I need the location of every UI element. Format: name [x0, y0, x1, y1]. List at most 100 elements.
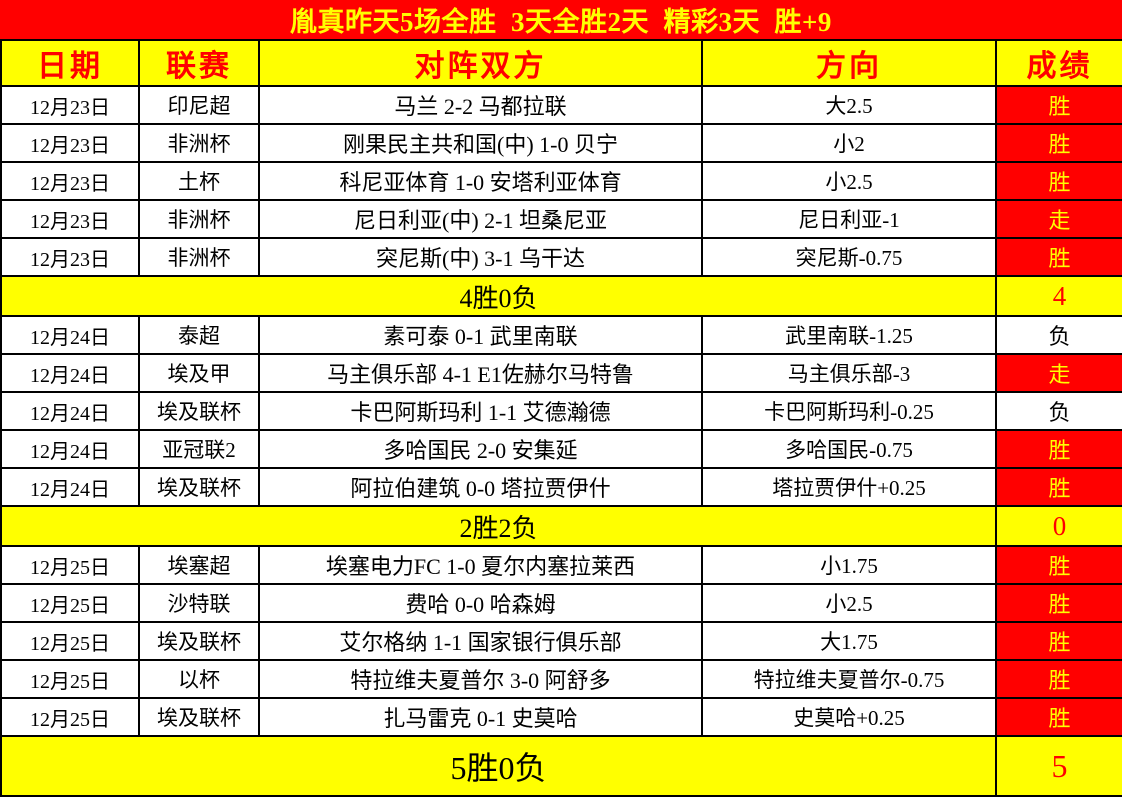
cell-result: 胜 [995, 123, 1122, 163]
cell-date: 12月23日 [0, 123, 140, 163]
cell-result: 胜 [995, 697, 1122, 737]
cell-league: 埃及甲 [138, 353, 260, 393]
cell-league: 印尼超 [138, 85, 260, 125]
cell-result: 胜 [995, 545, 1122, 585]
summary-count: 0 [995, 505, 1122, 547]
cell-match: 尼日利亚(中) 2-1 坦桑尼亚 [258, 199, 703, 239]
cell-league: 埃及联杯 [138, 621, 260, 661]
cell-match: 马兰 2-2 马都拉联 [258, 85, 703, 125]
cell-match: 素可泰 0-1 武里南联 [258, 315, 703, 355]
cell-direction: 大1.75 [701, 621, 997, 661]
cell-direction: 小2.5 [701, 161, 997, 201]
cell-result: 胜 [995, 161, 1122, 201]
cell-result: 负 [995, 315, 1122, 355]
column-header-match: 对阵双方 [258, 39, 703, 87]
cell-league: 泰超 [138, 315, 260, 355]
cell-direction: 大2.5 [701, 85, 997, 125]
table-row: 12月24日 埃及联杯 阿拉伯建筑 0-0 塔拉贾伊什 塔拉贾伊什+0.25 胜 [0, 467, 1122, 507]
cell-direction: 卡巴阿斯玛利-0.25 [701, 391, 997, 431]
table-row: 12月23日 非洲杯 尼日利亚(中) 2-1 坦桑尼亚 尼日利亚-1 走 [0, 199, 1122, 239]
cell-league: 埃及联杯 [138, 697, 260, 737]
cell-result: 胜 [995, 237, 1122, 277]
cell-date: 12月23日 [0, 85, 140, 125]
cell-match: 埃塞电力FC 1-0 夏尔内塞拉莱西 [258, 545, 703, 585]
cell-result: 走 [995, 353, 1122, 393]
table-row: 12月25日 以杯 特拉维夫夏普尔 3-0 阿舒多 特拉维夫夏普尔-0.75 胜 [0, 659, 1122, 699]
cell-direction: 多哈国民-0.75 [701, 429, 997, 469]
cell-direction: 小2.5 [701, 583, 997, 623]
summary-row: 2胜2负 0 [0, 505, 1122, 547]
cell-match: 卡巴阿斯玛利 1-1 艾德瀚德 [258, 391, 703, 431]
cell-date: 12月24日 [0, 467, 140, 507]
table-row: 12月24日 埃及甲 马主俱乐部 4-1 E1佐赫尔马特鲁 马主俱乐部-3 走 [0, 353, 1122, 393]
cell-date: 12月24日 [0, 315, 140, 355]
cell-match: 刚果民主共和国(中) 1-0 贝宁 [258, 123, 703, 163]
table-row: 12月24日 泰超 素可泰 0-1 武里南联 武里南联-1.25 负 [0, 315, 1122, 355]
cell-date: 12月24日 [0, 391, 140, 431]
page-title: 胤真昨天5场全胜 3天全胜2天 精彩3天 胜+9 [0, 0, 1122, 39]
cell-match: 扎马雷克 0-1 史莫哈 [258, 697, 703, 737]
cell-match: 艾尔格纳 1-1 国家银行俱乐部 [258, 621, 703, 661]
cell-result: 走 [995, 199, 1122, 239]
cell-match: 马主俱乐部 4-1 E1佐赫尔马特鲁 [258, 353, 703, 393]
cell-result: 胜 [995, 659, 1122, 699]
table-row: 12月24日 亚冠联2 多哈国民 2-0 安集延 多哈国民-0.75 胜 [0, 429, 1122, 469]
summary-count: 5 [995, 735, 1122, 797]
cell-direction: 尼日利亚-1 [701, 199, 997, 239]
table-row: 12月25日 埃塞超 埃塞电力FC 1-0 夏尔内塞拉莱西 小1.75 胜 [0, 545, 1122, 585]
cell-date: 12月25日 [0, 545, 140, 585]
summary-label: 5胜0负 [0, 735, 997, 797]
cell-result: 胜 [995, 429, 1122, 469]
summary-row: 5胜0负 5 [0, 735, 1122, 797]
column-header-date: 日期 [0, 39, 140, 87]
column-header-direction: 方向 [701, 39, 997, 87]
summary-label: 2胜2负 [0, 505, 997, 547]
cell-direction: 小1.75 [701, 545, 997, 585]
table-body: 12月23日 印尼超 马兰 2-2 马都拉联 大2.5 胜 12月23日 非洲杯 刚果民主共和… [0, 85, 1122, 797]
cell-direction: 小2 [701, 123, 997, 163]
cell-direction: 武里南联-1.25 [701, 315, 997, 355]
cell-match: 科尼亚体育 1-0 安塔利亚体育 [258, 161, 703, 201]
cell-result: 胜 [995, 583, 1122, 623]
table-row: 12月25日 埃及联杯 艾尔格纳 1-1 国家银行俱乐部 大1.75 胜 [0, 621, 1122, 661]
cell-match: 特拉维夫夏普尔 3-0 阿舒多 [258, 659, 703, 699]
cell-result: 胜 [995, 621, 1122, 661]
cell-match: 费哈 0-0 哈森姆 [258, 583, 703, 623]
table-row: 12月25日 埃及联杯 扎马雷克 0-1 史莫哈 史莫哈+0.25 胜 [0, 697, 1122, 737]
cell-match: 突尼斯(中) 3-1 乌干达 [258, 237, 703, 277]
column-header-league: 联赛 [138, 39, 260, 87]
table-row: 12月23日 非洲杯 突尼斯(中) 3-1 乌干达 突尼斯-0.75 胜 [0, 237, 1122, 277]
cell-direction: 马主俱乐部-3 [701, 353, 997, 393]
cell-league: 埃及联杯 [138, 467, 260, 507]
cell-league: 以杯 [138, 659, 260, 699]
cell-league: 沙特联 [138, 583, 260, 623]
cell-date: 12月25日 [0, 659, 140, 699]
summary-count: 4 [995, 275, 1122, 317]
cell-date: 12月25日 [0, 621, 140, 661]
cell-league: 非洲杯 [138, 123, 260, 163]
cell-direction: 特拉维夫夏普尔-0.75 [701, 659, 997, 699]
cell-direction: 塔拉贾伊什+0.25 [701, 467, 997, 507]
cell-league: 土杯 [138, 161, 260, 201]
cell-match: 多哈国民 2-0 安集延 [258, 429, 703, 469]
cell-result: 胜 [995, 467, 1122, 507]
table-row: 12月24日 埃及联杯 卡巴阿斯玛利 1-1 艾德瀚德 卡巴阿斯玛利-0.25 负 [0, 391, 1122, 431]
cell-date: 12月23日 [0, 161, 140, 201]
cell-result: 胜 [995, 85, 1122, 125]
table-row: 12月23日 土杯 科尼亚体育 1-0 安塔利亚体育 小2.5 胜 [0, 161, 1122, 201]
table-row: 12月23日 非洲杯 刚果民主共和国(中) 1-0 贝宁 小2 胜 [0, 123, 1122, 163]
summary-row: 4胜0负 4 [0, 275, 1122, 317]
cell-date: 12月23日 [0, 237, 140, 277]
cell-direction: 突尼斯-0.75 [701, 237, 997, 277]
cell-date: 12月24日 [0, 353, 140, 393]
cell-league: 非洲杯 [138, 199, 260, 239]
cell-direction: 史莫哈+0.25 [701, 697, 997, 737]
cell-league: 埃及联杯 [138, 391, 260, 431]
table-row: 12月23日 印尼超 马兰 2-2 马都拉联 大2.5 胜 [0, 85, 1122, 125]
cell-date: 12月25日 [0, 583, 140, 623]
cell-date: 12月23日 [0, 199, 140, 239]
summary-label: 4胜0负 [0, 275, 997, 317]
cell-league: 非洲杯 [138, 237, 260, 277]
table-header-row: 日期 联赛 对阵双方 方向 成绩 [0, 39, 1122, 87]
